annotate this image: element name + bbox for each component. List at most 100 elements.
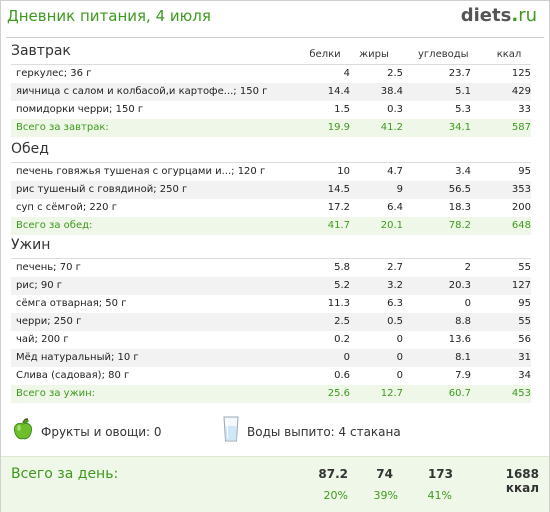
food-name: Мёд натуральный; 10 г [16,352,139,363]
meal-title: Ужин [11,237,51,253]
food-row[interactable]: яичница с салом и колбасой,и картофе...;… [11,83,531,101]
carbs-value: 2 [464,262,471,273]
kcal-value: 587 [511,122,531,133]
food-name: Слива (садовая); 80 г [16,370,130,381]
food-row[interactable]: суп с сёмгой; 220 г 17.2 6.4 18.3 200 [11,199,531,217]
site-logo[interactable]: diets.ru [461,5,537,26]
meal-total-label: Всего за ужин: [16,388,96,399]
fat-value: 12.7 [380,388,403,399]
kcal-value: 200 [511,202,531,213]
day-kcal: 1688 ккал [505,467,539,495]
water-label: Воды выпито: 4 стакана [247,425,401,439]
food-name: суп с сёмгой; 220 г [16,202,117,213]
food-name: черри; 250 г [16,316,82,327]
kcal-value: 55 [518,262,531,273]
fat-value: 3.2 [387,280,403,291]
fat-value: 41.2 [380,122,403,133]
col-kcal-header: ккал [496,49,522,60]
fat-value: 2.5 [387,68,403,79]
food-row[interactable]: печень говяжья тушеная с огурцами и...; … [11,163,531,181]
kcal-value: 34 [518,370,531,381]
protein-value: 17.2 [327,202,350,213]
food-name: геркулес; 36 г [16,68,92,79]
protein-value: 14.4 [327,86,350,97]
food-name: сёмга отварная; 50 г [16,298,127,309]
kcal-value: 95 [518,166,531,177]
fat-value: 0 [396,352,403,363]
carbs-value: 8.8 [455,316,471,327]
day-total-label: Всего за день: [11,466,119,482]
protein-value: 14.5 [327,184,350,195]
fat-value: 6.3 [387,298,403,309]
food-row[interactable]: Слива (садовая); 80 г 0.6 0 7.9 34 [11,367,531,385]
protein-value: 5.8 [334,262,350,273]
food-name: рис; 90 г [16,280,63,291]
food-row[interactable]: чай; 200 г 0.2 0 13.6 56 [11,331,531,349]
protein-value: 0.2 [334,334,350,345]
logo-tld: ru [518,5,537,26]
kcal-value: 55 [518,316,531,327]
carbs-value: 18.3 [448,202,471,213]
day-fat: 74 [376,467,393,481]
food-row[interactable]: черри; 250 г 2.5 0.5 8.8 55 [11,313,531,331]
food-row[interactable]: Мёд натуральный; 10 г 0 0 8.1 31 [11,349,531,367]
carbs-value: 13.6 [448,334,471,345]
kcal-value: 453 [511,388,531,399]
day-protein: 87.2 [318,467,348,481]
fat-value: 2.7 [387,262,403,273]
protein-value: 19.9 [327,122,350,133]
col-fat-header: жиры [359,49,389,60]
kcal-value: 56 [518,334,531,345]
carbs-value: 5.3 [455,104,471,115]
page-title: Дневник питания, 4 июля [7,7,211,25]
protein-value: 5.2 [334,280,350,291]
carbs-value: 3.4 [455,166,471,177]
kcal-value: 127 [511,280,531,291]
day-total-panel: Всего за день: 87.2 74 173 1688 ккал 20%… [1,456,549,512]
kcal-value: 33 [518,104,531,115]
kcal-value: 31 [518,352,531,363]
meal-total-row: Всего за обед: 41.7 20.1 78.2 648 [11,217,531,235]
fat-value: 0 [396,370,403,381]
food-row[interactable]: рис; 90 г 5.2 3.2 20.3 127 [11,277,531,295]
protein-value: 0 [343,352,350,363]
kcal-value: 125 [511,68,531,79]
carbs-value: 5.1 [455,86,471,97]
kcal-value: 353 [511,184,531,195]
carbs-value: 78.2 [448,220,471,231]
day-carbs-pct: 41% [427,489,452,502]
kcal-value: 648 [511,220,531,231]
meal-total-row: Всего за ужин: 25.6 12.7 60.7 453 [11,385,531,403]
carbs-value: 8.1 [455,352,471,363]
food-row[interactable]: геркулес; 36 г 4 2.5 23.7 125 [11,65,531,83]
protein-value: 4 [343,68,350,79]
protein-value: 11.3 [327,298,350,309]
food-row[interactable]: сёмга отварная; 50 г 11.3 6.3 0 95 [11,295,531,313]
header-divider [6,37,544,38]
protein-value: 10 [337,166,350,177]
fat-value: 4.7 [387,166,403,177]
food-row[interactable]: помидорки черри; 150 г 1.5 0.3 5.3 33 [11,101,531,119]
col-carbs-header: углеводы [418,49,469,60]
carbs-value: 20.3 [448,280,471,291]
meal-total-label: Всего за завтрак: [16,122,109,133]
food-row[interactable]: рис тушеный с говядиной; 250 г 14.5 9 56.5 3… [11,181,531,199]
food-name: яичница с салом и колбасой,и картофе...;… [16,86,268,97]
meal-title: Обед [11,141,49,157]
kcal-value: 95 [518,298,531,309]
fat-value: 9 [396,184,403,195]
carbs-value: 23.7 [448,68,471,79]
meal-total-label: Всего за обед: [16,220,93,231]
day-protein-pct: 20% [323,489,348,502]
glass-icon [223,416,239,442]
apple-icon [11,417,35,441]
protein-value: 1.5 [334,104,350,115]
food-row[interactable]: печень; 70 г 5.8 2.7 2 55 [11,259,531,277]
carbs-value: 60.7 [448,388,471,399]
meal-divider [11,64,531,65]
fruits-label: Фрукты и овощи: 0 [41,425,162,439]
food-name: рис тушеный с говядиной; 250 г [16,184,188,195]
extras-bar: Фрукты и овощи: 0 Воды выпито: 4 стакана [11,415,531,449]
food-name: чай; 200 г [16,334,69,345]
